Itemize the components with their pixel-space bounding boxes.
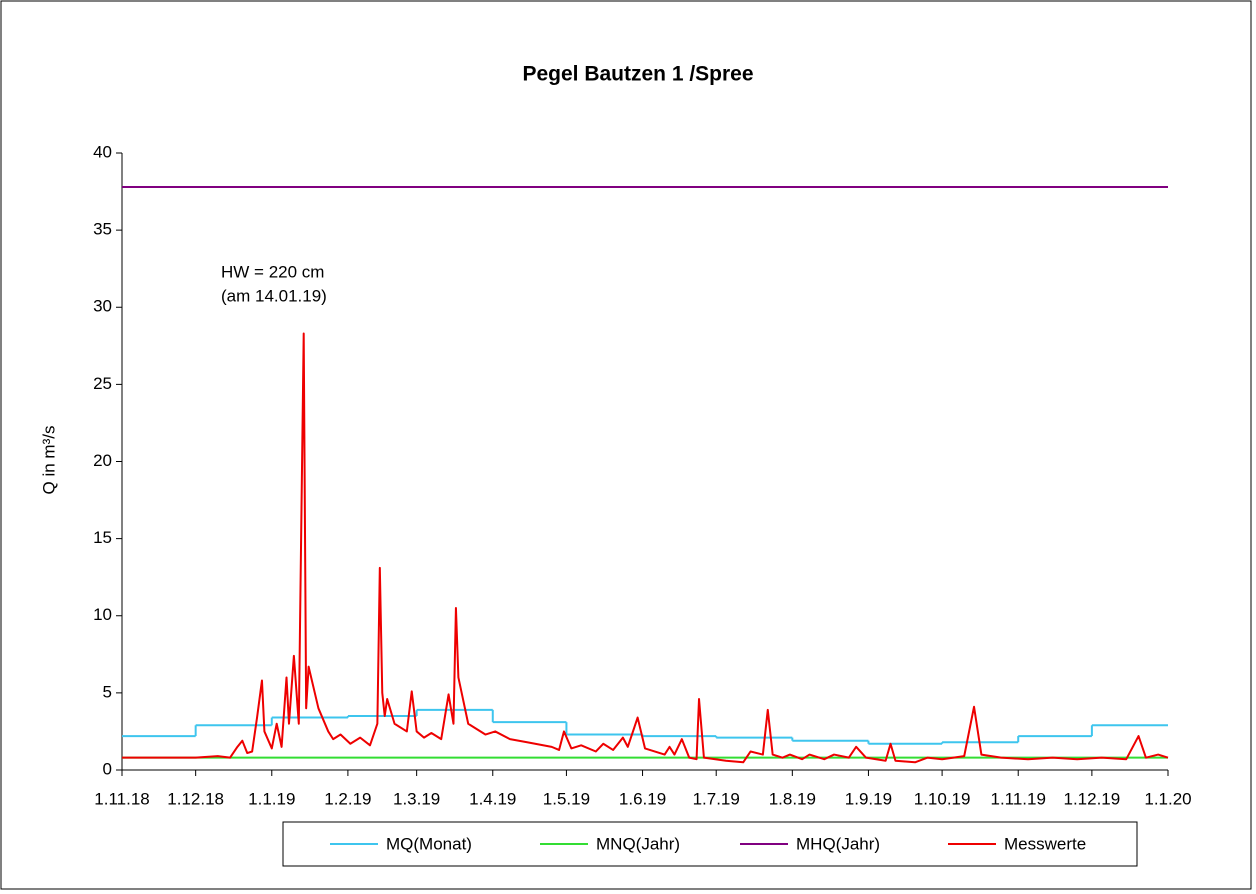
x-tick-label: 1.8.19 [769,789,816,808]
y-tick-label: 35 [93,220,112,239]
legend-label: MNQ(Jahr) [596,834,680,853]
y-axis-label: Q in m³/s [39,426,58,495]
x-tick-label: 1.4.19 [469,789,516,808]
x-tick-label: 1.11.18 [94,789,149,808]
legend-label: Messwerte [1004,834,1086,853]
x-tick-label: 1.2.19 [324,789,371,808]
x-tick-label: 1.12.18 [167,789,224,808]
x-tick-label: 1.12.19 [1064,789,1121,808]
y-tick-label: 10 [93,605,112,624]
y-tick-label: 30 [93,297,112,316]
x-tick-label: 1.9.19 [845,789,892,808]
y-tick-label: 15 [93,528,112,547]
y-tick-label: 0 [103,759,112,778]
x-tick-label: 1.7.19 [693,789,740,808]
x-tick-label: 1.6.19 [619,789,666,808]
x-tick-label: 1.10.19 [914,789,971,808]
annotation: HW = 220 cm [221,262,324,281]
x-tick-label: 1.1.20 [1144,789,1191,808]
x-tick-label: 1.5.19 [543,789,590,808]
series-line [122,332,1169,764]
x-tick-label: 1.3.19 [393,789,440,808]
y-tick-label: 40 [93,142,112,161]
y-tick-label: 20 [93,451,112,470]
y-tick-label: 25 [93,374,112,393]
y-tick-label: 5 [103,682,112,701]
legend-label: MQ(Monat) [386,834,472,853]
chart-title: Pegel Bautzen 1 /Spree [522,63,753,86]
x-tick-label: 1.11.19 [990,789,1045,808]
annotation: (am 14.01.19) [221,286,327,305]
x-tick-label: 1.1.19 [248,789,295,808]
legend-label: MHQ(Jahr) [796,834,880,853]
